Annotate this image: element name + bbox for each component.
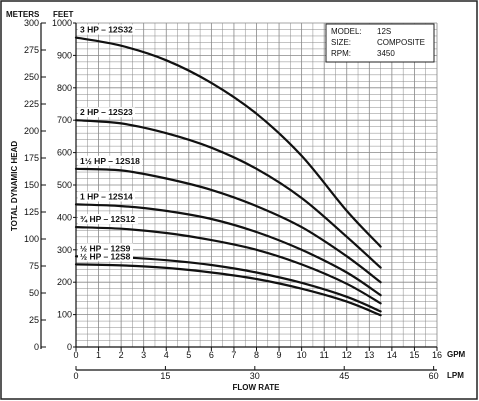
meters-unit-label: METERS bbox=[6, 10, 40, 19]
info-key-rpm: RPM: bbox=[331, 49, 351, 58]
curve-label-background bbox=[78, 191, 135, 202]
pump-curve-line bbox=[74, 226, 382, 305]
meters-tick-label: 125 bbox=[24, 207, 39, 217]
meters-tick-label: 275 bbox=[24, 45, 39, 55]
gpm-tick-label: 9 bbox=[277, 350, 282, 360]
feet-tick-label: 400 bbox=[57, 212, 72, 222]
feet-tick-label: 700 bbox=[57, 115, 72, 125]
lpm-tick-label: 45 bbox=[339, 371, 349, 381]
meters-tick-label: 100 bbox=[24, 234, 39, 244]
y-axis-title: TOTAL DYNAMIC HEAD bbox=[10, 141, 19, 231]
curve-label-background bbox=[78, 214, 138, 225]
lpm-tick-label: 30 bbox=[250, 371, 260, 381]
curve-label: 3 HP – 12S32 bbox=[80, 25, 133, 35]
info-value-rpm: 3450 bbox=[377, 49, 395, 58]
curve-label-background bbox=[78, 107, 135, 118]
pump-curve-line bbox=[74, 119, 382, 269]
meters-tick-label: 225 bbox=[24, 99, 39, 109]
info-value-model: 12S bbox=[377, 27, 391, 36]
curve-label-background bbox=[78, 243, 133, 254]
info-box-frame bbox=[325, 23, 435, 63]
pump-curve-line bbox=[74, 203, 382, 297]
meters-tick-label: 175 bbox=[24, 153, 39, 163]
gpm-tick-label: 11 bbox=[320, 350, 329, 360]
pump-curve-line bbox=[74, 36, 382, 248]
info-value-size: COMPOSITE bbox=[377, 38, 425, 47]
gpm-tick-label: 8 bbox=[254, 350, 259, 360]
feet-tick-label: 500 bbox=[57, 180, 72, 190]
gpm-unit-label: GPM bbox=[447, 350, 466, 359]
gpm-tick-label: 6 bbox=[209, 350, 214, 360]
curve-label: ½ HP – 12S8 bbox=[80, 251, 131, 261]
gpm-tick-label: 16 bbox=[432, 350, 442, 360]
feet-tick-label: 300 bbox=[57, 245, 72, 255]
feet-unit-label: FEET bbox=[53, 10, 74, 19]
lpm-unit-label: LPM bbox=[447, 371, 464, 380]
curve-label-background bbox=[78, 155, 142, 166]
feet-tick-label: 200 bbox=[57, 277, 72, 287]
meters-tick-label: 250 bbox=[24, 72, 39, 82]
meters-tick-label: 200 bbox=[24, 126, 39, 136]
pump-curves bbox=[74, 36, 382, 317]
gpm-tick-label: 0 bbox=[73, 350, 78, 360]
meters-tick-label: 75 bbox=[29, 261, 39, 271]
gpm-tick-label: 3 bbox=[141, 350, 146, 360]
info-key-size: SIZE: bbox=[331, 38, 351, 47]
tick-labels: 0255075100125150175200225250275300010020… bbox=[24, 18, 442, 381]
curve-label-background bbox=[78, 251, 133, 262]
meters-tick-label: 25 bbox=[29, 315, 39, 325]
info-key-model: MODEL: bbox=[331, 27, 362, 36]
feet-tick-label: 0 bbox=[67, 342, 72, 352]
lpm-tick-label: 0 bbox=[73, 371, 78, 381]
gpm-tick-label: 13 bbox=[364, 350, 374, 360]
curve-label: 2 HP – 12S23 bbox=[80, 107, 133, 117]
lpm-tick-label: 60 bbox=[429, 371, 439, 381]
gpm-tick-label: 15 bbox=[409, 350, 419, 360]
feet-tick-label: 1000 bbox=[52, 18, 72, 28]
gpm-tick-label: 5 bbox=[186, 350, 191, 360]
pump-curve-line bbox=[74, 167, 382, 284]
feet-tick-label: 900 bbox=[57, 50, 72, 60]
x-axis-title: FLOW RATE bbox=[233, 383, 281, 392]
gpm-tick-label: 14 bbox=[387, 350, 397, 360]
gpm-tick-label: 12 bbox=[342, 350, 352, 360]
curve-label: 1 HP – 12S14 bbox=[80, 191, 133, 201]
curve-labels: 3 HP – 12S32 2 HP – 12S23 1½ HP – 12S18 1 H… bbox=[78, 24, 142, 262]
curve-label: ¾ HP – 12S12 bbox=[80, 214, 135, 224]
gpm-tick-label: 10 bbox=[297, 350, 307, 360]
curve-label-background bbox=[78, 24, 135, 35]
meters-tick-label: 300 bbox=[24, 18, 39, 28]
lpm-tick-label: 15 bbox=[160, 371, 170, 381]
meters-tick-label: 150 bbox=[24, 180, 39, 190]
gpm-tick-label: 4 bbox=[164, 350, 169, 360]
gpm-tick-label: 2 bbox=[119, 350, 124, 360]
feet-tick-label: 100 bbox=[57, 310, 72, 320]
axes bbox=[40, 22, 438, 371]
feet-tick-label: 800 bbox=[57, 83, 72, 93]
curve-label: ½ HP – 12S9 bbox=[80, 243, 131, 253]
info-box: MODEL: 12S SIZE: COMPOSITE RPM: 3450 bbox=[325, 23, 435, 63]
curve-label: 1½ HP – 12S18 bbox=[80, 156, 140, 166]
gpm-tick-label: 7 bbox=[231, 350, 236, 360]
gpm-tick-label: 1 bbox=[96, 350, 101, 360]
meters-tick-label: 50 bbox=[29, 288, 39, 298]
meters-tick-label: 0 bbox=[34, 342, 39, 352]
feet-tick-label: 600 bbox=[57, 148, 72, 158]
pump-curve-line bbox=[74, 263, 382, 317]
